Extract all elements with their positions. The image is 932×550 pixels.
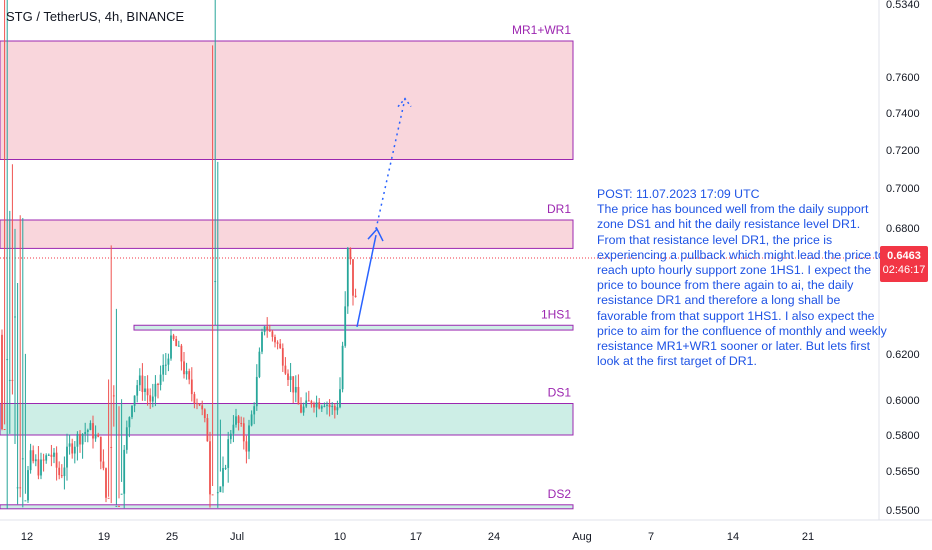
y-tick-label: 0.6000 [886,395,920,407]
y-tick-label: 0.5340 [886,0,920,11]
time-axis[interactable]: 12 19 25 Jul 10 17 24 Aug 7 14 21 [21,531,814,543]
note-body: The price has bounced well from the dail… [597,202,887,369]
y-tick-label: 0.5500 [886,505,920,517]
x-tick-label: 7 [648,531,654,543]
y-tick-label: 0.6800 [886,223,920,235]
y-tick-label: 0.5800 [886,430,920,442]
y-tick-label: 0.7400 [886,108,920,120]
y-tick-label: 0.6200 [886,349,920,361]
last-price-value: 0.6463 [887,250,921,262]
x-tick-label: Jul [230,531,244,543]
projection-arrowhead-2 [397,97,412,108]
zone-0 [0,40,574,160]
bar-countdown: 02:46:17 [882,264,926,276]
zone-label: DR1 [547,202,571,216]
x-tick-label: 14 [727,531,739,543]
zone-label: DS1 [548,386,572,400]
last-price-badge: 0.6463 02:46:17 [880,246,928,282]
zone-layer: MR1+WR1 DR1 1HS1 DS1 DS2 [0,23,574,510]
y-tick-label: 0.7200 [886,145,920,157]
y-tick-label: 0.7000 [886,183,920,195]
x-tick-label: Aug [572,531,592,543]
zone-4 [0,504,574,510]
x-tick-label: 19 [98,531,110,543]
x-tick-label: 10 [334,531,346,543]
zone-2 [133,324,574,331]
zone-3 [0,403,574,436]
x-tick-label: 12 [21,531,33,543]
note-date: POST: 11.07.2023 17:09 UTC [597,187,760,201]
candle-layer [1,0,357,509]
x-tick-label: 21 [802,531,814,543]
y-tick-label: 0.5650 [886,466,920,478]
zone-label: MR1+WR1 [512,23,571,37]
x-tick-label: 17 [410,531,422,543]
zone-1 [0,219,574,249]
projection-layer [356,97,412,328]
analysis-note: POST: 11.07.2023 17:09 UTC The price has… [597,187,887,369]
x-tick-label: 25 [166,531,178,543]
projection-leg-2 [375,98,406,230]
zone-label: 1HS1 [541,307,571,321]
symbol-title: STG / TetherUS, 4h, BINANCE [6,9,185,24]
projection-arrowhead-1 [367,227,384,242]
projection-leg-1 [356,234,377,328]
zone-label: DS2 [548,487,572,501]
y-tick-label: 0.7600 [886,72,920,84]
x-tick-label: 24 [488,531,500,543]
